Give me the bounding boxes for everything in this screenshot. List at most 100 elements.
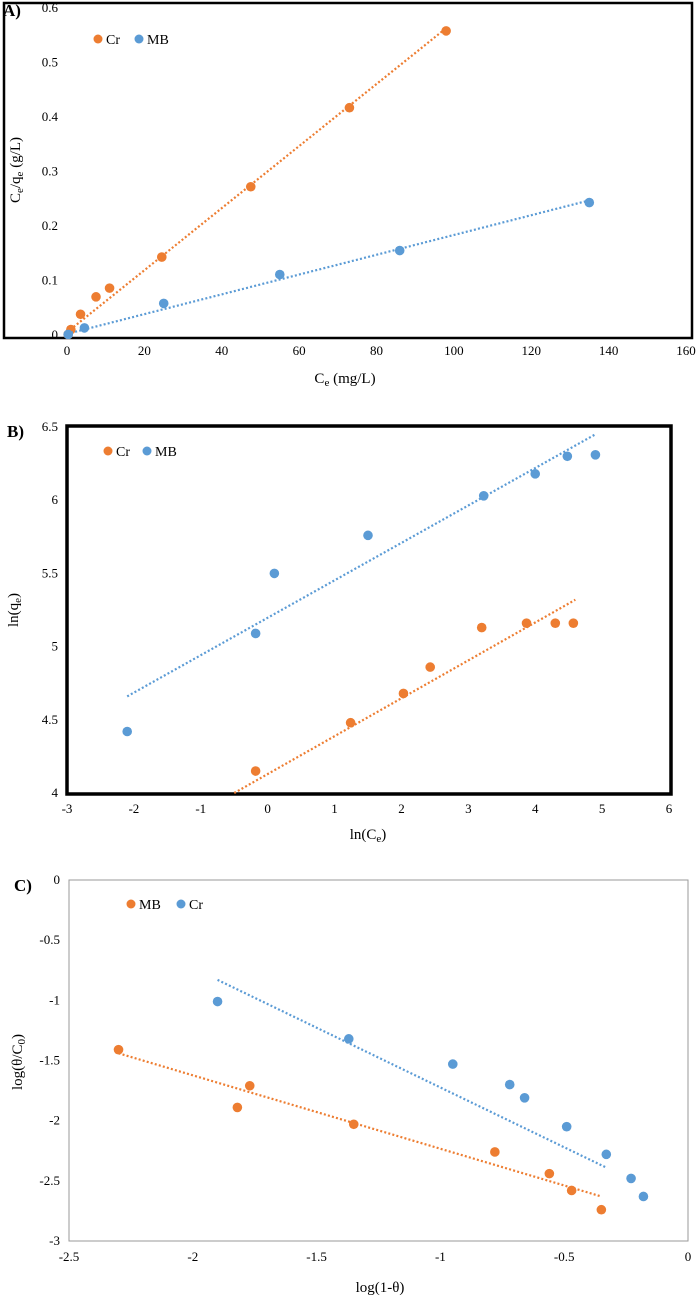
panel-c-x-tick-label: -1: [435, 1249, 446, 1264]
panel-a-cr-point: [75, 309, 86, 320]
panel-a-y-tick-label: 0.1: [42, 273, 58, 288]
panel-b-mb-point: [269, 568, 280, 579]
panel-b-y-tick-label: 4.5: [42, 712, 58, 727]
panel-b-y-tick-label: 5: [52, 639, 59, 654]
panel-a-legend: Cr MB: [93, 33, 169, 48]
panel-c-cr-point: [447, 1059, 458, 1069]
panel-c-y-axis-title: log(θ/C0): [10, 1034, 28, 1090]
panel-c-y-tick-label: -1: [49, 992, 60, 1007]
panel-c-mb-point: [596, 1204, 607, 1215]
panel-c-cr-point: [519, 1093, 530, 1103]
panel-b-x-tick-label: 5: [599, 801, 606, 816]
panel-b-x-tick-label: 1: [331, 801, 338, 816]
panel-b-series: [122, 433, 601, 794]
panel-b-mb-point: [530, 469, 541, 479]
panel-a: A) 0 0.1 0.2 0.3 0.4 0.5 0.6 0 20 40 60 80 100 120 14…: [2, 0, 696, 389]
panel-a-label: A): [3, 1, 21, 20]
panel-b-y-tick-label: 4: [52, 785, 59, 800]
panel-b-y-tick-label: 6: [52, 492, 59, 507]
panel-c-y-tick-label: -1.5: [39, 1053, 60, 1068]
panel-b-mb-point: [478, 491, 489, 501]
panel-b-mb-point: [122, 726, 132, 737]
panel-a-mb-point: [158, 298, 169, 309]
panel-c-mb-point: [232, 1102, 243, 1113]
panel-c-cr-point: [601, 1149, 612, 1160]
panel-c-cr-point: [343, 1034, 354, 1044]
panel-b-cr-point: [521, 618, 532, 628]
panel-b-mb-trendline: [126, 433, 596, 698]
panel-c-label: C): [14, 876, 32, 895]
panel-a-frame: [2, 1, 694, 340]
panel-b-cr-point: [345, 717, 356, 728]
panel-a-y-tick-label: 0: [52, 327, 59, 342]
panel-a-cr-point: [245, 181, 256, 192]
panel-c-mb-point: [113, 1044, 124, 1055]
panel-c-legend-marker-1: [126, 899, 136, 909]
panel-a-x-axis-title: Ce (mg/L): [314, 371, 375, 389]
panel-c-cr-point: [626, 1173, 636, 1184]
panel-a-y-tick-label: 0.2: [42, 218, 58, 233]
panel-a-x-tick-label: 100: [444, 343, 464, 358]
panel-b-cr-point: [568, 618, 579, 628]
panel-a-x-tick-label: 160: [676, 343, 696, 358]
panel-b-x-tick-label: -3: [62, 801, 73, 816]
panel-c-legend: MB Cr: [126, 898, 203, 913]
panel-a-y-tick-label: 0.4: [42, 109, 59, 124]
panel-a-y-tick-label: 0.6: [42, 0, 59, 15]
panel-a-mb-point: [63, 329, 73, 340]
panel-a-x-tick-label: 120: [522, 343, 542, 358]
panel-a-y-ticks: 0 0.1 0.2 0.3 0.4 0.5 0.6: [42, 0, 59, 342]
panel-c-mb-trendline: [118, 1052, 602, 1198]
panel-b-x-tick-label: -2: [128, 801, 139, 816]
panel-c-series: [113, 978, 649, 1215]
panel-b-legend-marker-1: [103, 446, 113, 456]
panel-b-x-tick-label: 4: [532, 801, 539, 816]
panel-c: C) 0-0.5-1-1.5-2-2.5-3 -2.5 -2 -1.5 -1 -0.5 0…: [10, 872, 691, 1296]
panel-a-mb-trendline: [66, 199, 590, 335]
panel-b-cr-point: [425, 662, 436, 672]
panel-a-x-tick-label: 40: [215, 343, 228, 358]
panel-b-mb-point: [250, 628, 261, 639]
panel-c-cr-point: [561, 1121, 572, 1132]
panel-b-x-tick-label: 6: [666, 801, 673, 816]
panel-b-mb-point: [363, 530, 373, 541]
panel-a-mb-point: [79, 323, 90, 333]
panel-c-y-tick-label: -0.5: [39, 932, 60, 947]
panel-a-x-tick-label: 20: [138, 343, 151, 358]
panel-c-cr-trendline: [217, 978, 607, 1169]
panel-c-y-tick-label: -2: [49, 1113, 60, 1128]
panel-c-frame: [68, 879, 689, 1242]
panel-a-mb-point: [274, 269, 285, 280]
panel-b-x-ticks: -3 -2 -1 0 1 2 3 4 5 6: [62, 801, 673, 816]
panel-b-cr-point: [476, 622, 487, 633]
panel-a-y-tick-label: 0.5: [42, 55, 58, 70]
panel-c-cr-point: [212, 996, 223, 1007]
panel-c-x-tick-label: -2.5: [59, 1249, 80, 1264]
panel-a-mb-point: [394, 245, 405, 256]
panel-c-mb-point: [566, 1185, 577, 1196]
panel-c-x-tick-label: -2: [187, 1249, 198, 1264]
panel-c-legend-label-1: MB: [139, 898, 161, 913]
panel-c-x-ticks: -2.5 -2 -1.5 -1 -0.5 0: [59, 1249, 692, 1264]
panel-c-mb-point: [490, 1147, 500, 1157]
panel-b-x-tick-label: 3: [465, 801, 472, 816]
panel-b-cr-point: [398, 688, 409, 699]
panel-a-x-ticks: 0 20 40 60 80 100 120 140 160: [64, 343, 696, 358]
panel-b-y-tick-label: 5.5: [42, 565, 58, 580]
panel-b-x-tick-label: 0: [264, 801, 271, 816]
panel-b-y-ticks: 4 4.5 5 5.5 6 6.5: [42, 419, 59, 800]
panel-a-x-tick-label: 60: [293, 343, 306, 358]
panel-c-x-tick-label: 0: [685, 1249, 692, 1264]
panel-a-x-tick-label: 80: [370, 343, 383, 358]
panel-b-y-tick-label: 6.5: [42, 419, 58, 434]
panel-b-x-tick-label: 2: [398, 801, 405, 816]
panel-b: B) 4 4.5 5 5.5 6 6.5 -3 -2 -1 0 1 2 3 4 5 6 Cr MB ln(q…: [6, 419, 673, 845]
panel-a-cr-point: [344, 102, 355, 113]
panel-b-cr-point: [250, 766, 261, 776]
panel-c-mb-point: [348, 1119, 359, 1130]
panel-a-x-tick-label: 140: [599, 343, 619, 358]
panel-c-mb-point: [244, 1080, 255, 1091]
panel-a-series: [63, 26, 595, 340]
panel-c-x-tick-label: -1.5: [306, 1249, 327, 1264]
